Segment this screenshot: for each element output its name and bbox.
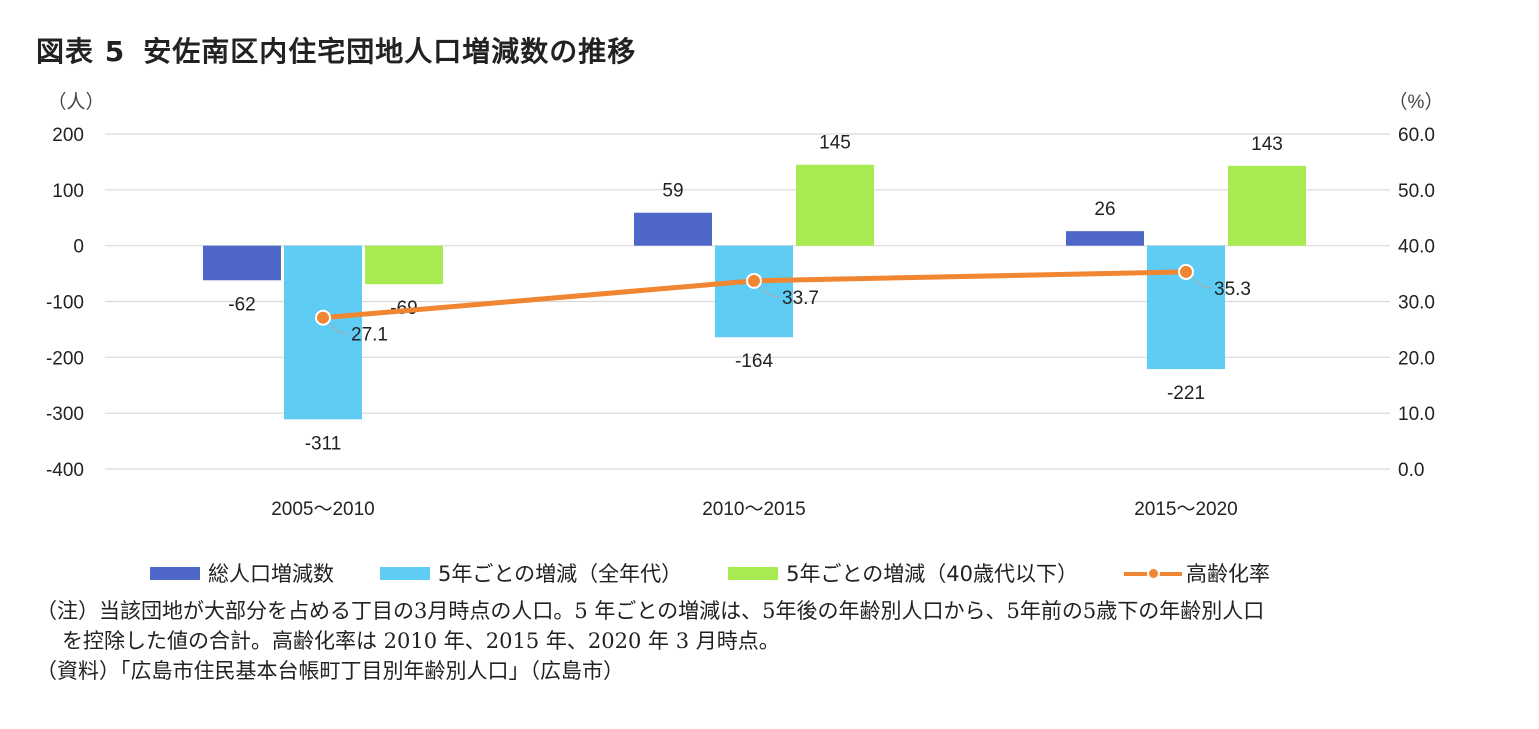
- y-right-tick-label: 10.0: [1398, 404, 1435, 425]
- y-left-tick-label: -300: [46, 404, 84, 425]
- y-left-tick-label: -400: [46, 460, 84, 481]
- bar-total: [203, 245, 281, 281]
- y-right-tick-label: 40.0: [1398, 237, 1435, 258]
- y-right-tick-label: 30.0: [1398, 293, 1435, 314]
- chart-title: 図表 5 安佐南区内住宅団地人口増減数の推移: [36, 30, 636, 70]
- legend: 総人口増減数 5年ごとの増減（全年代） 5年ごとの増減（40歳代以下） 高齢化率: [150, 558, 1316, 588]
- bar-data-label: 143: [1251, 134, 1283, 155]
- line-data-label: 33.7: [782, 288, 819, 309]
- legend-item-aging-rate: 高齢化率: [1124, 558, 1270, 588]
- y-left-unit: （人）: [47, 91, 104, 113]
- legend-line-aging-rate: [1124, 566, 1183, 580]
- x-tick-label: 2010～2015: [702, 499, 806, 520]
- aging-rate-point: [1178, 263, 1194, 280]
- title-text: 安佐南区内住宅団地人口増減数の推移: [143, 35, 637, 68]
- legend-swatch-total: [150, 566, 200, 580]
- y-left-tick-label: 0: [73, 237, 84, 258]
- combo-chart: （人） （%） 200 100 0 -100 -200 -300 -400 60.0 50.0 40.…: [46, 91, 1444, 520]
- source-line: （資料）「広島市住民基本台帳町丁目別年齢別人口」（広島市）: [36, 659, 624, 683]
- bar-data-label: 145: [819, 133, 851, 154]
- bar-data-label: -62: [228, 294, 255, 315]
- line-data-label: 27.1: [351, 325, 388, 346]
- line-data-label: 35.3: [1214, 279, 1251, 300]
- bar-under-40s: [365, 245, 443, 285]
- legend-label-under-40s: 5年ごとの増減（40歳代以下）: [786, 562, 1079, 586]
- y-right-unit: （%）: [1389, 91, 1444, 113]
- x-tick-label: 2015～2020: [1134, 499, 1238, 520]
- bar-under-40s: [1228, 165, 1306, 246]
- bar-data-label: 59: [662, 181, 683, 202]
- y-right-tick-label: 0.0: [1398, 460, 1424, 481]
- note-line-2: を控除した値の合計。高齢化率は 2010 年、2015 年、2020 年 3 月…: [62, 629, 780, 653]
- aging-rate-point: [315, 309, 331, 326]
- legend-label-aging-rate: 高齢化率: [1186, 562, 1271, 586]
- note-line-1: （注）当該団地が大部分を占める丁目の3月時点の人口。5 年ごとの増減は、5年後の…: [36, 599, 1265, 623]
- bar-data-label: -164: [735, 351, 773, 372]
- bar-under-40s: [796, 164, 874, 246]
- aging-rate-point: [746, 272, 762, 289]
- x-tick-label: 2005～2010: [271, 499, 375, 520]
- legend-swatch-under-40s: [728, 566, 779, 580]
- bar-total: [1066, 231, 1144, 246]
- bar-data-label: -311: [305, 433, 342, 454]
- y-left-tick-label: -100: [46, 293, 84, 314]
- bar-data-label: 26: [1094, 199, 1115, 220]
- y-left-tick-label: 100: [52, 181, 84, 202]
- bar-all-ages: [284, 245, 362, 420]
- line-label-leader: [328, 322, 350, 335]
- line-label-leader: [1191, 276, 1213, 289]
- y-right-tick-label: 50.0: [1398, 181, 1435, 202]
- legend-item-total: 総人口増減数: [150, 558, 334, 588]
- legend-item-all-ages: 5年ごとの増減（全年代）: [380, 558, 682, 588]
- bar-data-label: -221: [1167, 383, 1205, 404]
- line-label-leader: [759, 285, 781, 298]
- legend-label-all-ages: 5年ごとの増減（全年代）: [438, 562, 683, 586]
- legend-label-total: 総人口増減数: [208, 562, 334, 586]
- legend-swatch-all-ages: [380, 566, 430, 580]
- y-right-tick-label: 20.0: [1398, 348, 1435, 369]
- figure-number: 図表 5: [36, 35, 126, 68]
- bar-all-ages: [715, 245, 793, 338]
- y-left-tick-label: -200: [46, 348, 84, 369]
- legend-item-under-40s: 5年ごとの増減（40歳代以下）: [728, 558, 1078, 588]
- y-right-tick-label: 60.0: [1398, 125, 1435, 146]
- y-left-tick-label: 200: [52, 125, 84, 146]
- notes: （注）当該団地が大部分を占める丁目の3月時点の人口。5 年ごとの増減は、5年後の…: [36, 596, 1516, 686]
- bar-total: [634, 212, 712, 246]
